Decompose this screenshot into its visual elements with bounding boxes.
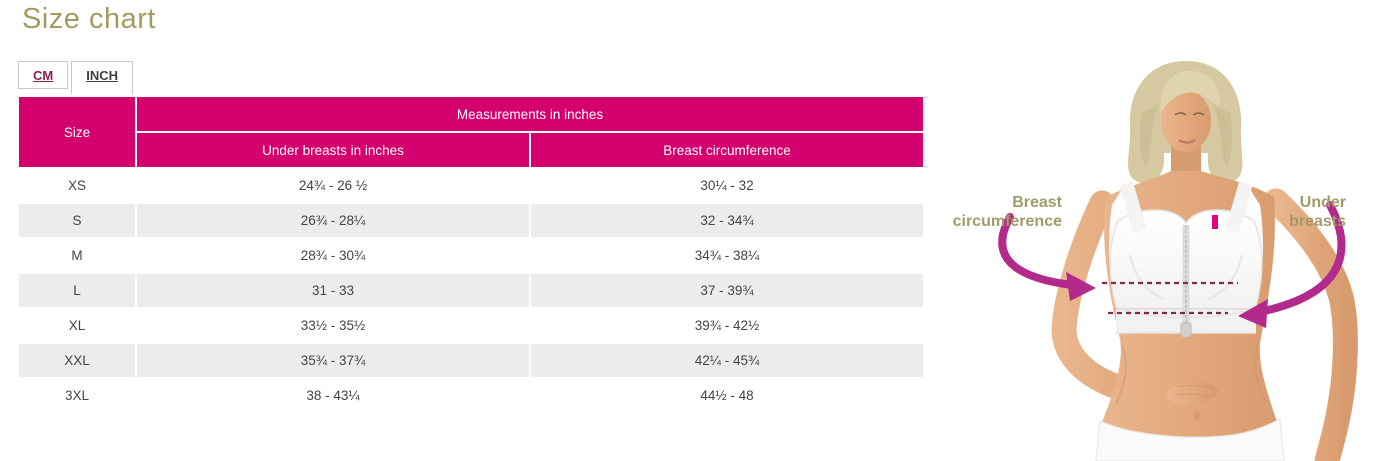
hair-side-icon xyxy=(1139,105,1233,167)
zipper-pull xyxy=(1180,322,1192,338)
cell-under: 24¾ - 26 ½ xyxy=(137,169,529,202)
table-row: XL 33½ - 35½ 39¾ - 42½ xyxy=(19,309,923,342)
cell-under: 33½ - 35½ xyxy=(137,309,529,342)
cell-under: 26¾ - 28¼ xyxy=(137,204,529,237)
header-breast-circumference: Breast circumference xyxy=(531,133,923,167)
label-under-breasts-line1: Under xyxy=(1300,194,1346,211)
tab-inch-label: INCH xyxy=(86,68,118,83)
tab-cm-label: CM xyxy=(33,68,54,83)
table-row: L 31 - 33 37 - 39¾ xyxy=(19,274,923,307)
table-row: XS 24¾ - 26 ½ 30¼ - 32 xyxy=(19,169,923,202)
cell-size: S xyxy=(19,204,135,237)
cell-breast: 32 - 34¾ xyxy=(531,204,923,237)
cell-breast: 44½ - 48 xyxy=(531,379,923,412)
hand-on-stomach xyxy=(1166,380,1218,406)
header-measurements-group: Measurements in inches xyxy=(137,97,923,131)
header-under-breasts: Under breasts in inches xyxy=(137,133,529,167)
cell-size: XS xyxy=(19,169,135,202)
face xyxy=(1161,90,1211,152)
table-row: XXL 35¾ - 37¾ 42¼ - 45¾ xyxy=(19,344,923,377)
arm-right xyxy=(1263,188,1358,461)
brand-tag xyxy=(1212,215,1218,229)
cell-size: L xyxy=(19,274,135,307)
hair-fringe-icon xyxy=(1160,71,1221,113)
tab-inch[interactable]: INCH xyxy=(71,61,133,94)
cell-under: 38 - 43¼ xyxy=(137,379,529,412)
table-row: S 26¾ - 28¼ 32 - 34¾ xyxy=(19,204,923,237)
panties xyxy=(1095,417,1285,461)
cell-size: XXL xyxy=(19,344,135,377)
cell-under: 31 - 33 xyxy=(137,274,529,307)
navel xyxy=(1194,410,1200,420)
cell-under: 35¾ - 37¾ xyxy=(137,344,529,377)
cell-size: M xyxy=(19,239,135,272)
waist-shade-left xyxy=(1115,344,1127,404)
eye-right xyxy=(1192,112,1205,116)
eye-left xyxy=(1174,112,1187,116)
table-row: M 28¾ - 30¾ 34¾ - 38¼ xyxy=(19,239,923,272)
arrow-under-breasts-icon xyxy=(1238,201,1346,328)
cell-breast: 37 - 39¾ xyxy=(531,274,923,307)
cell-size: 3XL xyxy=(19,379,135,412)
cell-size: XL xyxy=(19,309,135,342)
fit-guide-illustration: Breast circumference Under breasts xyxy=(950,55,1375,461)
unit-tabs: CM INCH xyxy=(18,61,136,94)
label-breast-circumference-line1: Breast xyxy=(1012,194,1062,211)
cell-under: 28¾ - 30¾ xyxy=(137,239,529,272)
lips xyxy=(1178,138,1196,144)
cell-breast: 34¾ - 38¼ xyxy=(531,239,923,272)
fit-guide-photo: Breast circumference Under breasts xyxy=(953,61,1358,461)
header-size: Size xyxy=(19,97,135,167)
label-under-breasts-line2: breasts xyxy=(1289,213,1346,230)
tab-cm[interactable]: CM xyxy=(18,61,69,89)
label-breast-circumference-line2: circumference xyxy=(953,213,1062,230)
table-row: 3XL 38 - 43¼ 44½ - 48 xyxy=(19,379,923,412)
page-title: Size chart xyxy=(22,3,156,35)
waist-shade-right xyxy=(1254,346,1267,404)
size-table: Size Measurements in inches Under breast… xyxy=(17,95,925,414)
cell-breast: 42¼ - 45¾ xyxy=(531,344,923,377)
arrow-breast-circumference-icon xyxy=(998,213,1096,301)
cell-breast: 39¾ - 42½ xyxy=(531,309,923,342)
bra-straps xyxy=(1119,181,1253,233)
cell-breast: 30¼ - 32 xyxy=(531,169,923,202)
